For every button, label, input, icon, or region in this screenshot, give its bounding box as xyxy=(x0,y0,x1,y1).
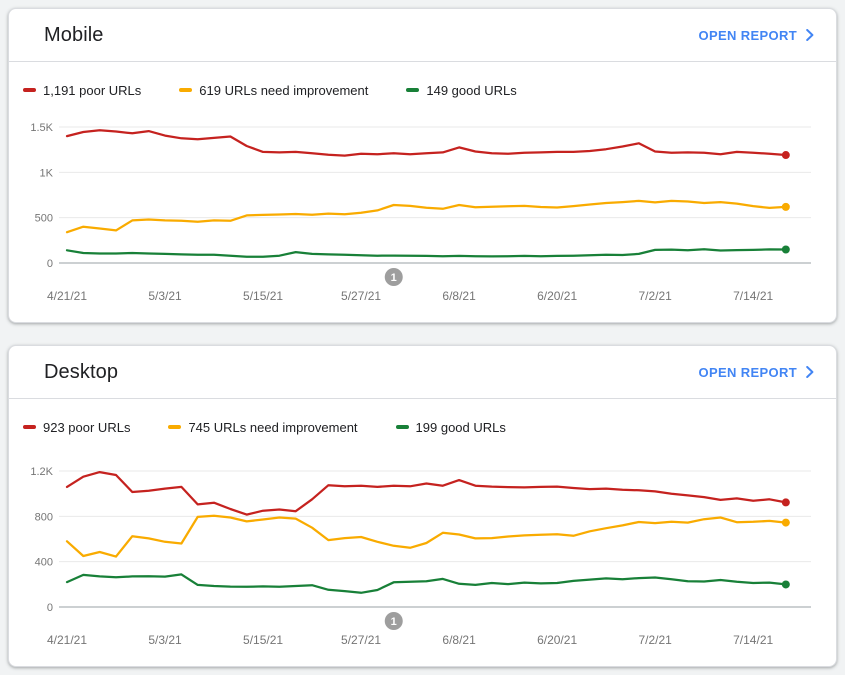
legend-item-poor[interactable]: 1,191 poor URLs xyxy=(19,83,145,98)
y-tick-label: 0 xyxy=(47,602,53,614)
x-tick-label: 5/27/21 xyxy=(341,289,381,303)
card-title-mobile: Mobile xyxy=(44,23,104,46)
legend-label: 1,191 poor URLs xyxy=(43,82,142,98)
x-tick-label: 4/21/21 xyxy=(47,289,87,303)
mobile-card-header: Mobile OPEN REPORT xyxy=(9,9,836,62)
x-tick-label: 4/21/21 xyxy=(47,633,87,647)
open-report-link-desktop[interactable]: OPEN REPORT xyxy=(699,365,814,380)
legend-label: 923 poor URLs xyxy=(43,419,131,435)
legend-item-needs-improvement[interactable]: 619 URLs need improvement xyxy=(175,83,372,98)
card-title-desktop: Desktop xyxy=(44,360,119,383)
line-chart-canvas: 0 500 1K 1.5K 4/21/21 5/3/21 5/15/21 5/27/21 6/8… xyxy=(30,122,811,303)
annotation-marker-label: 1 xyxy=(391,616,397,628)
series-line-urls-need-improvement xyxy=(65,199,787,234)
legend-item-needs-improvement[interactable]: 745 URLs need improvement xyxy=(164,420,361,435)
x-tick-label: 6/20/21 xyxy=(537,633,577,647)
legend-item-good[interactable]: 199 good URLs xyxy=(392,420,510,435)
annotation-marker[interactable] xyxy=(384,612,403,630)
series-line-poor-urls xyxy=(65,470,787,516)
series-end-dot xyxy=(781,580,790,589)
legend-desktop: 923 poor URLs 745 URLs need improvement … xyxy=(19,417,836,437)
y-tick-label: 800 xyxy=(35,511,53,523)
series-end-dot xyxy=(781,151,790,160)
y-tick-label: 400 xyxy=(35,557,53,569)
series-line-good-urls xyxy=(65,248,787,258)
mobile-card: Mobile OPEN REPORT 1,191 poor URLs 619 U… xyxy=(8,8,837,323)
desktop-line-chart: 0 400 800 1.2K 4/21/21 5/3/21 5/15/21 5/27/21 6/… xyxy=(13,437,834,649)
legend-label: 745 URLs need improvement xyxy=(188,419,358,435)
x-tick-label: 5/15/21 xyxy=(243,633,283,647)
desktop-card-header: Desktop OPEN REPORT xyxy=(9,346,836,399)
x-tick-label: 5/3/21 xyxy=(148,289,182,303)
x-tick-label: 7/14/21 xyxy=(733,633,773,647)
annotation-marker[interactable] xyxy=(384,268,403,286)
series-end-dot xyxy=(781,202,790,211)
x-tick-label: 7/2/21 xyxy=(638,289,672,303)
series-end-dot xyxy=(781,498,790,507)
good-swatch-icon xyxy=(395,425,409,429)
x-tick-label: 5/27/21 xyxy=(341,633,381,647)
y-tick-label: 500 xyxy=(35,213,53,225)
desktop-card: Desktop OPEN REPORT 923 poor URLs 745 UR… xyxy=(8,345,837,667)
open-report-link-mobile[interactable]: OPEN REPORT xyxy=(699,28,814,43)
x-tick-label: 6/20/21 xyxy=(537,289,577,303)
annotation-marker-label: 1 xyxy=(391,272,397,284)
needs-improvement-swatch-icon xyxy=(168,425,182,429)
series-line-poor-urls xyxy=(65,129,787,157)
open-report-label: OPEN REPORT xyxy=(698,364,797,380)
legend-label: 199 good URLs xyxy=(415,419,506,435)
good-swatch-icon xyxy=(406,88,420,92)
x-tick-label: 6/8/21 xyxy=(442,633,476,647)
poor-swatch-icon xyxy=(23,88,36,92)
line-chart-canvas: 0 400 800 1.2K 4/21/21 5/3/21 5/15/21 5/27/21 6/… xyxy=(30,466,811,647)
legend-label: 619 URLs need improvement xyxy=(199,82,369,98)
x-tick-label: 5/3/21 xyxy=(148,633,182,647)
poor-swatch-icon xyxy=(23,425,36,429)
y-tick-label: 1.5K xyxy=(30,122,53,134)
x-tick-label: 5/15/21 xyxy=(243,289,283,303)
chevron-right-icon xyxy=(806,29,814,41)
legend-item-poor[interactable]: 923 poor URLs xyxy=(19,420,134,435)
x-tick-label: 7/2/21 xyxy=(638,633,672,647)
x-tick-label: 7/14/21 xyxy=(733,289,773,303)
y-tick-label: 1K xyxy=(40,167,54,179)
series-line-urls-need-improvement xyxy=(65,514,787,558)
series-end-dot xyxy=(781,518,790,527)
legend-label: 149 good URLs xyxy=(426,82,517,98)
mobile-line-chart: 0 500 1K 1.5K 4/21/21 5/3/21 5/15/21 5/27/21 6/8… xyxy=(13,100,834,305)
needs-improvement-swatch-icon xyxy=(179,88,193,92)
legend-mobile: 1,191 poor URLs 619 URLs need improvemen… xyxy=(19,80,836,100)
chevron-right-icon xyxy=(806,366,814,378)
series-end-dot xyxy=(781,245,790,254)
y-tick-label: 0 xyxy=(47,258,53,270)
y-tick-label: 1.2K xyxy=(30,466,53,478)
legend-item-good[interactable]: 149 good URLs xyxy=(402,83,520,98)
open-report-label: OPEN REPORT xyxy=(698,27,797,43)
x-tick-label: 6/8/21 xyxy=(442,289,476,303)
series-line-good-urls xyxy=(65,573,787,594)
